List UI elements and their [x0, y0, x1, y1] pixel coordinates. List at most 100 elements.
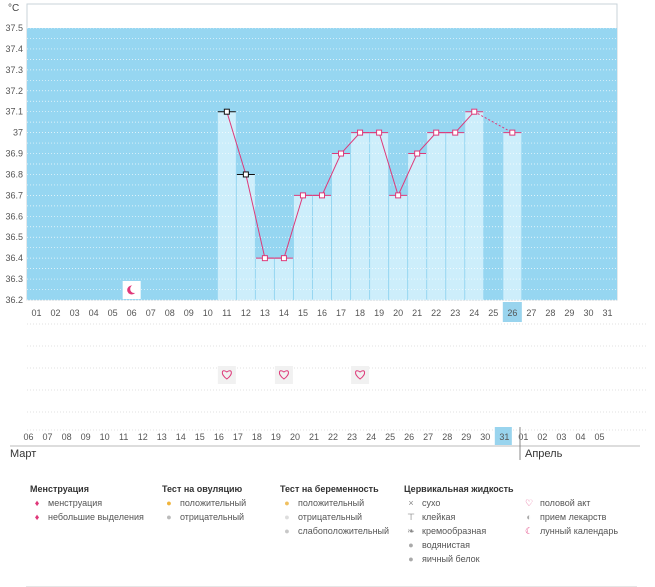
- calendar-date-label: 18: [252, 432, 262, 442]
- spotting-icon: ♦: [34, 512, 40, 522]
- calendar-date-label: 24: [366, 432, 376, 442]
- legend-item: ● положительный: [280, 496, 389, 510]
- pregnancy-positive-icon: ●: [284, 498, 290, 508]
- cycle-day-label: 22: [431, 308, 441, 318]
- y-tick-label: 37.5: [5, 23, 23, 33]
- temperature-point: [223, 108, 230, 115]
- calendar-date-label: 31: [499, 432, 509, 442]
- legend-item: ● водянистая: [404, 538, 514, 552]
- cycle-day-label: 18: [355, 308, 365, 318]
- legend-item-label: кремообразная: [422, 526, 487, 536]
- temperature-point: [299, 192, 306, 199]
- heart-badge: [217, 366, 236, 384]
- calendar-date-label: 06: [24, 432, 34, 442]
- calendar-date-label: 17: [233, 432, 243, 442]
- legend-item-label: водянистая: [422, 540, 471, 550]
- calendar-date-label: 01: [518, 432, 528, 442]
- heart-badge: [274, 366, 293, 384]
- y-tick-label: 37.4: [5, 44, 23, 54]
- temperature-line: [245, 174, 266, 259]
- ovulation-positive-icon: ●: [166, 498, 172, 508]
- legend-item: ● яичный белок: [404, 552, 514, 566]
- legend: Менструация ♦ менструация ♦ небольшие выделе…: [0, 476, 655, 587]
- legend-item-label: лунный календарь: [540, 526, 619, 536]
- y-tick-label: 36.7: [5, 190, 23, 200]
- moon-icon: ☾: [524, 526, 534, 536]
- highlight-date-cell: [494, 427, 512, 445]
- calendar-date-label: 14: [176, 432, 186, 442]
- legend-item-label: небольшие выделения: [48, 512, 144, 522]
- legend-item-label: прием лекарств: [540, 512, 607, 522]
- cycle-day-label: 20: [393, 308, 403, 318]
- legend-item: ● положительный: [162, 496, 246, 510]
- calendar-date-label: 08: [62, 432, 72, 442]
- legend-item-label: менструация: [48, 498, 103, 508]
- dry-icon: ×: [408, 498, 414, 508]
- legend-item: ● отрицательный: [280, 510, 389, 524]
- cycle-day-label: 23: [450, 308, 460, 318]
- calendar-date-label: 09: [81, 432, 91, 442]
- cycle-day-label: 09: [184, 308, 194, 318]
- cycle-day-label: 08: [165, 308, 175, 318]
- legend-column: Тест на овуляцию ● положительный ● отрицател…: [162, 482, 246, 524]
- cycle-day-label: 05: [108, 308, 118, 318]
- legend-title: Цервикальная жидкость: [404, 484, 514, 494]
- legend-title: Тест на беременность: [280, 484, 379, 494]
- temperature-line: [454, 111, 475, 133]
- temperature-line: [416, 132, 437, 154]
- legend-item-label: слабоположительный: [298, 526, 390, 536]
- cycle-day-label: 17: [336, 308, 346, 318]
- temperature-bar: [389, 195, 408, 300]
- legend-item: ♡ половой акт: [522, 496, 618, 510]
- temperature-bar: [370, 132, 389, 300]
- legend-item-label: половой акт: [540, 498, 591, 508]
- legend-item: ❧ кремообразная: [404, 524, 514, 538]
- month-label-april: Апрель: [525, 448, 563, 460]
- legend-item: ♦ небольшие выделения: [30, 510, 144, 524]
- calendar-date-label: 03: [556, 432, 566, 442]
- y-tick-label: 36.6: [5, 211, 23, 221]
- temperature-line: [378, 132, 399, 196]
- cycle-day-label: 04: [89, 308, 99, 318]
- y-tick-label: 36.5: [5, 232, 23, 242]
- legend-item-label: положительный: [298, 498, 365, 508]
- pregnancy-weak-icon: ●: [284, 526, 290, 536]
- temperature-point: [357, 129, 364, 136]
- legend-title: Менструация: [30, 484, 89, 494]
- calendar-date-label: 21: [309, 432, 319, 442]
- calendar-date-label: 12: [138, 432, 148, 442]
- heart-icon: [355, 370, 366, 380]
- temperature-point: [319, 192, 325, 199]
- cycle-day-label: 07: [146, 308, 156, 318]
- cycle-day-label: 25: [488, 308, 498, 318]
- calendar-date-label: 28: [442, 432, 452, 442]
- temperature-bar: [503, 132, 522, 300]
- temperature-bar: [274, 258, 293, 300]
- legend-item: × сухо: [404, 496, 514, 510]
- calendar-date-label: 22: [328, 432, 338, 442]
- temperature-point: [376, 129, 383, 136]
- temperature-point: [280, 255, 287, 262]
- temperature-point: [509, 129, 516, 136]
- temperature-bar: [446, 132, 465, 300]
- temperature-point: [471, 108, 478, 115]
- cycle-day-label: 21: [412, 308, 422, 318]
- y-tick-label: 36.2: [5, 295, 23, 305]
- temperature-line: [283, 195, 304, 259]
- calendar-date-label: 19: [271, 432, 281, 442]
- calendar-date-label: 02: [537, 432, 547, 442]
- temperature-line: [226, 111, 247, 175]
- menstruation-icon: ♦: [34, 498, 40, 508]
- calendar-date-label: 20: [290, 432, 300, 442]
- heart-icon: [221, 370, 232, 380]
- calendar-date-label: 23: [347, 432, 357, 442]
- bbt-chart: °C 37.5 37.4 37.3 37.2 37.1 37 36.9 36.8 36.7 36.…: [5, 3, 647, 460]
- temperature-line-gap: [474, 111, 513, 134]
- cycle-day-label: 28: [545, 308, 555, 318]
- month-label-march: Март: [10, 448, 36, 460]
- legend-title: Тест на овуляцию: [162, 484, 243, 494]
- calendar-date-label: 25: [385, 432, 395, 442]
- calendar-date-label: 10: [100, 432, 110, 442]
- temperature-point: [338, 150, 345, 157]
- cycle-day-label: 01: [32, 308, 42, 318]
